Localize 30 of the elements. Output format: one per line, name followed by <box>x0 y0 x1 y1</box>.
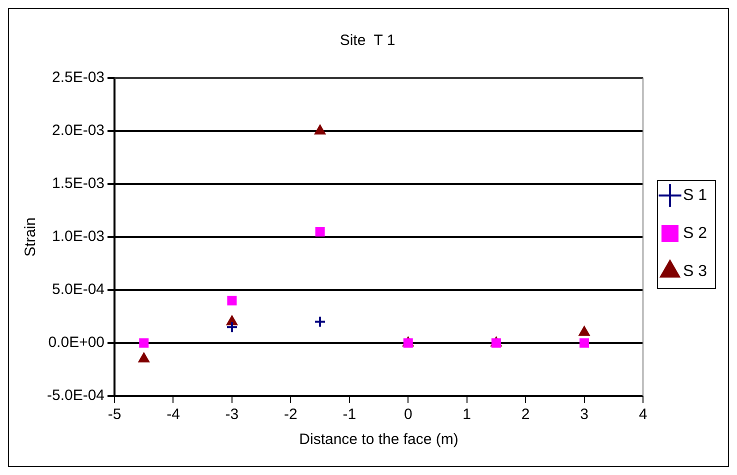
legend-label: S 2 <box>682 224 708 242</box>
x-tick-label: -1 <box>342 406 356 424</box>
y-tick-label: 0.0E+00 <box>48 334 105 352</box>
x-tick-label: 4 <box>638 406 648 424</box>
legend-label: S 3 <box>682 262 708 280</box>
x-axis-title: Distance to the face (m) <box>299 431 458 448</box>
y-tick-label: 1.5E-03 <box>52 175 105 192</box>
y-tick-label: 2.5E-03 <box>52 69 105 86</box>
y-tick-label: 1.0E-03 <box>52 228 105 246</box>
x-tick-label: -3 <box>225 406 239 424</box>
x-tick-label: -5 <box>108 406 122 424</box>
point <box>315 226 325 236</box>
chart-title: Site T 1 <box>340 32 396 50</box>
x-tick-label: 1 <box>462 406 472 424</box>
point <box>227 296 237 306</box>
y-tick-label: 2.0E-03 <box>52 122 105 140</box>
point <box>580 338 590 348</box>
x-tick-label: -2 <box>284 406 298 424</box>
legend-label: S 1 <box>682 186 708 204</box>
x-tick-label: 2 <box>521 406 530 424</box>
x-tick-label: 3 <box>580 406 588 424</box>
x-tick-label: 0 <box>404 406 412 424</box>
point <box>226 321 238 334</box>
y-tick-label: -5.0E-04 <box>46 387 105 404</box>
x-tick-label: -4 <box>166 406 180 424</box>
point <box>139 338 149 348</box>
point <box>314 316 326 328</box>
point <box>314 124 326 134</box>
y-tick-label: 5.0E-04 <box>52 281 105 298</box>
y-axis-title: Strain <box>22 217 40 257</box>
